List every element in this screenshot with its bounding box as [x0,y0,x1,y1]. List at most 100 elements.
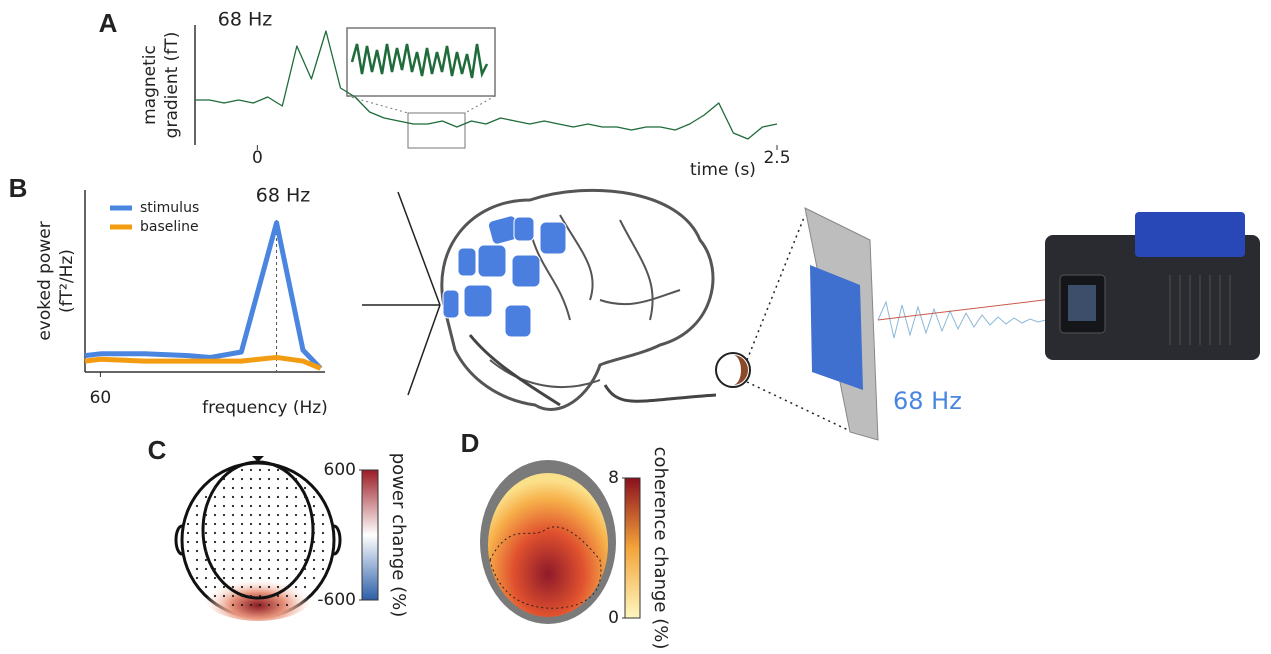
y-axis-label: magnetic [140,45,160,125]
sensor-dot [241,514,243,516]
sensor-dot [232,577,234,579]
sensor-dot [286,568,288,570]
sensor-dot [304,541,306,543]
sensor-dot [322,532,324,534]
sensor-dot [268,577,270,579]
sensor-dot [214,532,216,534]
sensor-dot [232,478,234,480]
sensor-dot [259,595,261,597]
sensor-dot [250,496,252,498]
sensor-dot [313,559,315,561]
sensor-dot [259,532,261,534]
sensor-dot [313,505,315,507]
sensor-dot [259,586,261,588]
sensor-dot [196,514,198,516]
sensor-dot [232,496,234,498]
legend-label: baseline [140,219,199,235]
sensor-dot [286,604,288,606]
sensor-dot [214,586,216,588]
sensor-dot [241,568,243,570]
sensor-dot [223,559,225,561]
sensor-dot [268,478,270,480]
sensor-dot [259,469,261,471]
sensor-dot [214,523,216,525]
sensor-dot [205,577,207,579]
sensor-dot [304,487,306,489]
sensor-dot [268,505,270,507]
sensor-dot [250,487,252,489]
panel-label: D [461,428,480,458]
sensor-dot [277,523,279,525]
sensor-dot [223,532,225,534]
sensor-dot [295,586,297,588]
sensor-dot [214,496,216,498]
colorbar-label: power change (%) [388,453,409,617]
sensor-dot [259,604,261,606]
colorbar-tick-label: 8 [608,468,619,488]
sensor-dot [286,505,288,507]
sensor-dot [313,541,315,543]
sensor-dot [268,487,270,489]
sensor-dot [259,478,261,480]
sensor-dot [277,478,279,480]
sensor-dot [313,496,315,498]
sensor-dot [313,514,315,516]
sensor-dot [277,532,279,534]
sensor-dot [196,577,198,579]
sensor-dot [214,577,216,579]
sensor-dot [241,577,243,579]
sensor-dot [250,523,252,525]
sensor-dot [232,586,234,588]
sensor-dot [232,532,234,534]
sensor-dot [241,487,243,489]
sensor-dot [223,541,225,543]
sensor-dot [313,568,315,570]
sensor-dot [250,469,252,471]
sensor-dot [286,595,288,597]
sensor-dot [241,496,243,498]
sensor-dot [223,505,225,507]
sensor-dot [205,514,207,516]
annotation: 68 Hz [218,9,273,31]
sensor-dot [205,568,207,570]
sensor-dot [232,559,234,561]
sensor-dot [259,577,261,579]
sensor-dot [232,595,234,597]
brain-slice [480,460,616,624]
colorbar-tick-label: 600 [324,460,356,480]
sensor-dot [295,595,297,597]
sensor-dot [196,523,198,525]
sensor-dot [187,532,189,534]
sensor-dot [304,532,306,534]
sensor-dot [304,496,306,498]
sensor-dot [277,496,279,498]
sensor-dot [241,541,243,543]
sensor-dot [304,577,306,579]
sensor-dot [196,550,198,552]
sensor-dot [295,541,297,543]
annotation: 68 Hz [256,185,311,207]
sensor-dot [214,487,216,489]
sensor-dot [250,541,252,543]
sensor-dot [241,532,243,534]
sensor-dot [304,559,306,561]
sensor-dot [268,514,270,516]
sensor-dot [277,577,279,579]
sensor-dot [214,595,216,597]
sensor-dot [322,568,324,570]
line-series [85,357,321,368]
head-map [176,456,340,621]
brain-illustration [362,190,848,430]
sensor-dot [196,568,198,570]
sensor-dot [214,505,216,507]
sensor-dot [232,568,234,570]
inset [347,28,495,148]
sensor-dot [232,523,234,525]
sensor-dot [241,559,243,561]
sensor-dot [295,505,297,507]
sensor-dot [241,505,243,507]
sensor-dot [268,541,270,543]
sensor-dot [322,514,324,516]
figure: 68 Hz 02.568 Hztime (s)magneticgradient … [0,0,1271,650]
sensor-dot [223,514,225,516]
